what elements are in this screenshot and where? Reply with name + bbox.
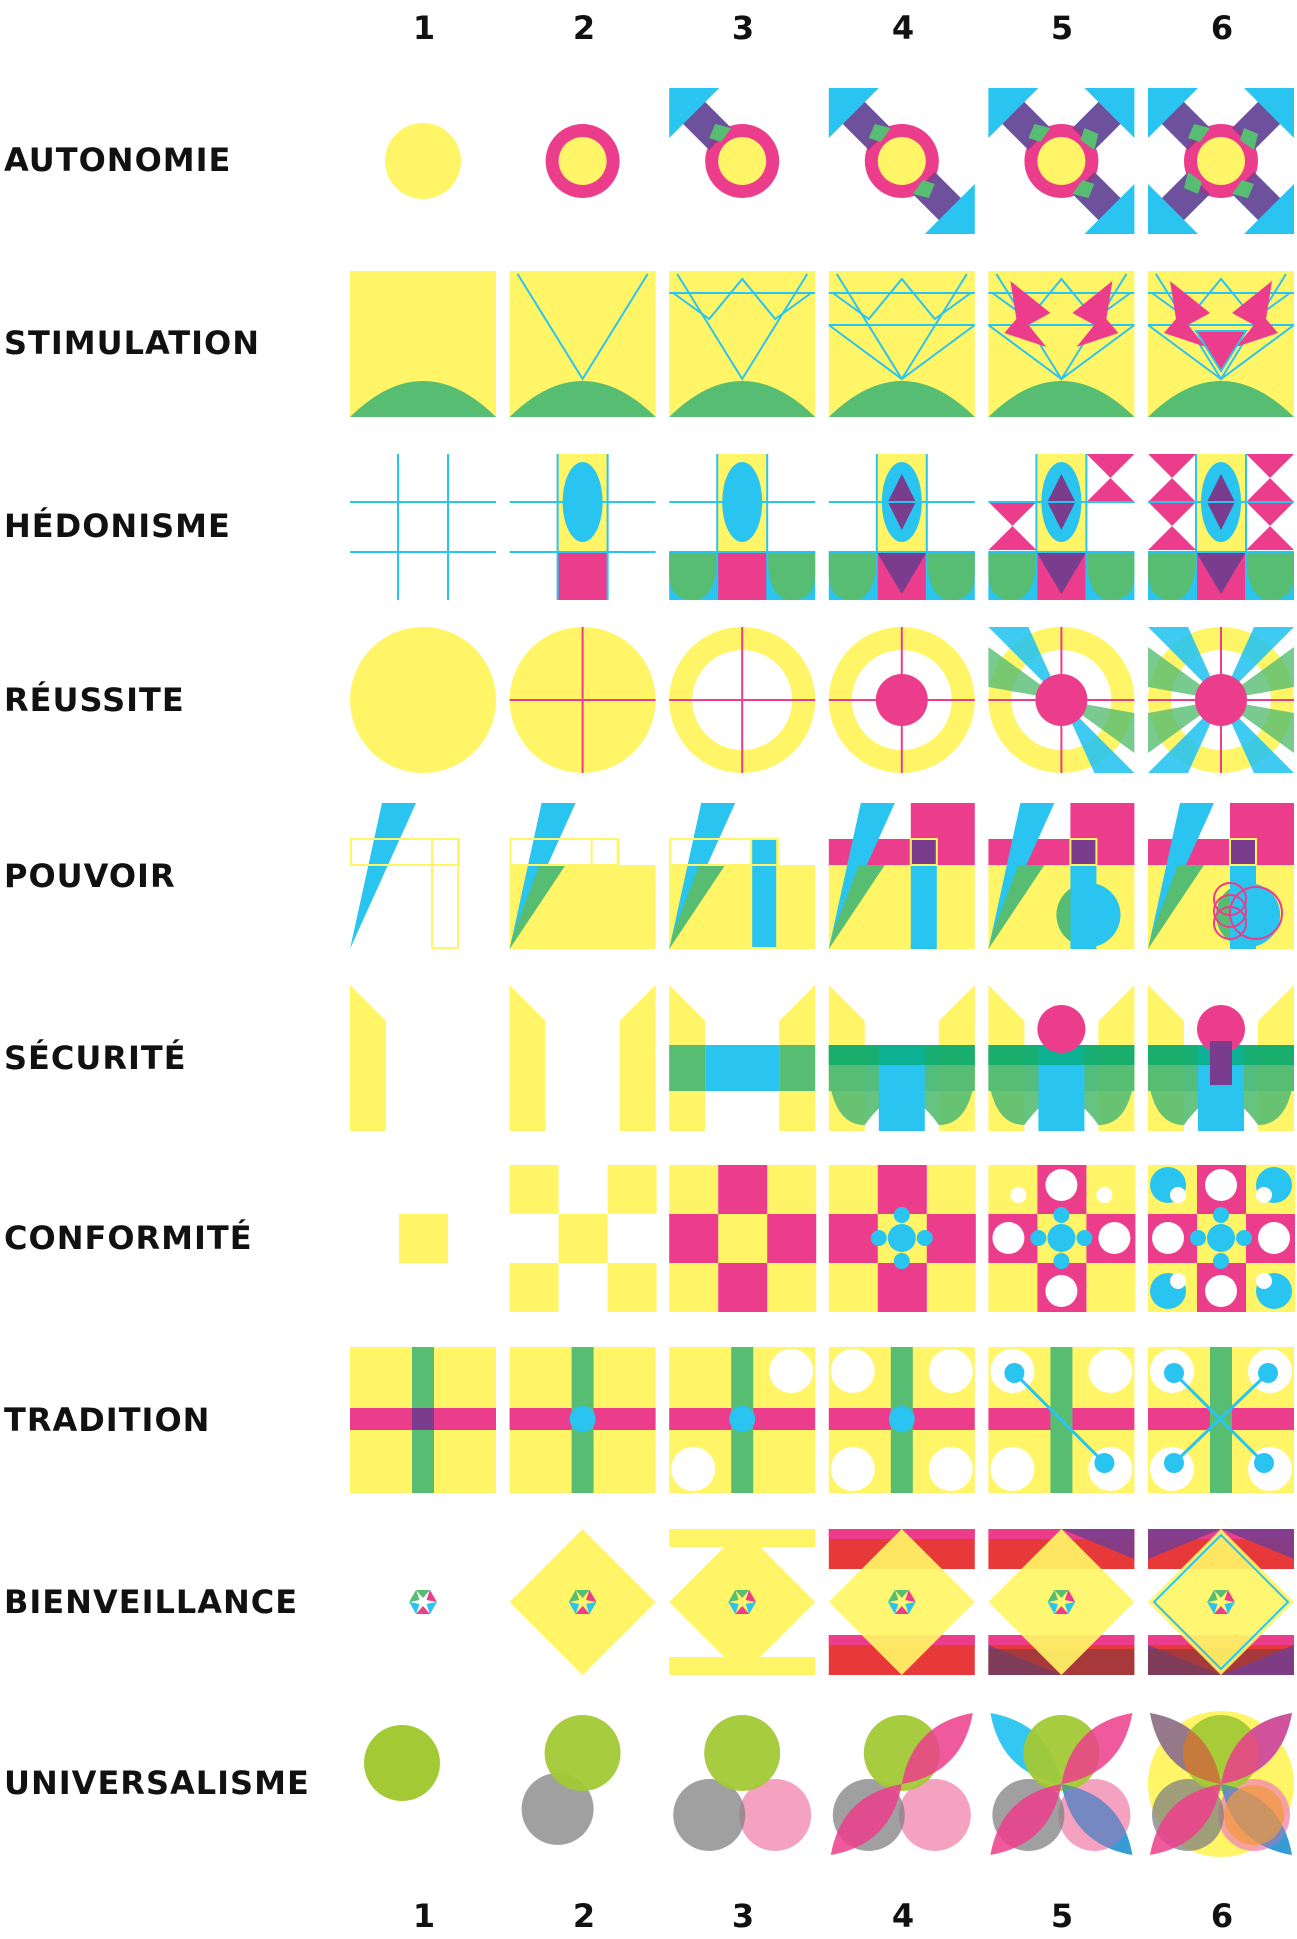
tile-tradition-2 [509, 1347, 656, 1493]
tile-hedonisme-3 [669, 454, 816, 600]
column-header-6: 6 [1211, 9, 1233, 47]
tile-securite-1 [350, 985, 386, 1131]
tile-conformite-5 [988, 1165, 1136, 1312]
tile-pouvoir-1 [350, 803, 460, 949]
tile-conformite-1 [399, 1214, 448, 1263]
tile-reussite-3 [669, 627, 816, 773]
tile-stimulation-6 [1147, 271, 1295, 417]
row-label-tradition: TRADITION [4, 1401, 210, 1439]
tile-securite-6 [1148, 985, 1294, 1131]
tile-conformite-4 [828, 1165, 976, 1312]
tile-stimulation-4 [828, 271, 976, 417]
tile-securite-4 [828, 985, 975, 1131]
column-header-5: 5 [1051, 9, 1073, 47]
tile-stimulation-3 [669, 271, 816, 417]
tile-hedonisme-4 [828, 454, 975, 600]
tile-autonomie-5 [988, 88, 1135, 234]
column-footer-5: 5 [1051, 1897, 1073, 1935]
tile-pouvoir-3 [669, 803, 816, 949]
column-header-3: 3 [732, 9, 754, 47]
column-headers-bottom: 1 2 3 4 5 6 [413, 1897, 1233, 1935]
tile-universalisme-3 [673, 1715, 812, 1851]
tile-universalisme-6 [1148, 1711, 1294, 1857]
row-label-autonomie: AUTONOMIE [4, 141, 231, 179]
tile-stimulation-1 [350, 271, 496, 417]
tile-autonomie-4 [828, 88, 975, 234]
row-labels: AUTONOMIE STIMULATION HÉDONISME RÉUSSITE… [4, 141, 310, 1802]
tile-universalisme-4 [830, 1713, 973, 1855]
tile-hedonisme-2 [509, 454, 656, 600]
tile-bienveillance-3 [669, 1529, 816, 1675]
tile-securite-2 [509, 985, 656, 1131]
row-label-bienveillance: BIENVEILLANCE [4, 1583, 298, 1621]
row-label-reussite: RÉUSSITE [4, 681, 185, 719]
tile-reussite-6 [1148, 627, 1294, 773]
tile-autonomie-6 [1148, 88, 1294, 234]
tile-reussite-2 [509, 627, 656, 773]
tile-bienveillance-1 [403, 1582, 443, 1622]
column-header-1: 1 [413, 9, 435, 47]
column-footer-3: 3 [732, 1897, 754, 1935]
row-label-stimulation: STIMULATION [4, 324, 260, 362]
tile-tradition-5 [988, 1347, 1135, 1493]
tile-universalisme-5 [990, 1713, 1133, 1855]
tile-bienveillance-6 [1148, 1529, 1294, 1675]
tile-tradition-4 [828, 1347, 975, 1493]
column-header-4: 4 [892, 9, 914, 47]
tile-pouvoir-2 [509, 803, 656, 949]
column-footer-1: 1 [413, 1897, 435, 1935]
tile-reussite-4 [828, 627, 975, 773]
column-footer-2: 2 [573, 1897, 595, 1935]
row-label-conformite: CONFORMITÉ [4, 1219, 253, 1257]
tile-tradition-3 [669, 1347, 816, 1493]
tile-securite-5 [988, 985, 1135, 1131]
tile-tradition-6 [1148, 1347, 1294, 1493]
tile-autonomie-3 [669, 88, 780, 198]
tile-conformite-6 [1148, 1165, 1295, 1312]
tile-hedonisme-5 [988, 454, 1135, 600]
tile-conformite-2 [509, 1165, 657, 1312]
tile-pouvoir-5 [988, 803, 1135, 949]
tile-bienveillance-2 [509, 1529, 656, 1675]
row-label-securite: SÉCURITÉ [4, 1039, 187, 1077]
tile-autonomie-1 [385, 123, 461, 199]
tile-universalisme-1 [364, 1725, 440, 1801]
tile-universalisme-2 [521, 1715, 621, 1845]
tile-tradition-1 [350, 1347, 496, 1493]
tile-reussite-5 [988, 627, 1135, 773]
row-label-hedonisme: HÉDONISME [4, 507, 231, 545]
tile-pouvoir-6 [1148, 803, 1294, 949]
column-footer-6: 6 [1211, 1897, 1233, 1935]
column-headers-top: 1 2 3 4 5 6 [413, 9, 1233, 47]
column-header-2: 2 [573, 9, 595, 47]
tile-bienveillance-4 [828, 1529, 975, 1675]
tile-conformite-3 [669, 1165, 817, 1312]
tile-stimulation-5 [987, 271, 1135, 417]
tile-bienveillance-5 [988, 1529, 1135, 1675]
row-label-pouvoir: POUVOIR [4, 857, 176, 895]
tile-pouvoir-4 [828, 803, 975, 949]
tile-autonomie-2 [545, 124, 620, 198]
tile-securite-3 [669, 985, 816, 1131]
column-footer-4: 4 [892, 1897, 914, 1935]
tile-hedonisme-6 [1148, 454, 1294, 600]
symbol-tiles [350, 88, 1295, 1857]
tile-hedonisme-1 [350, 454, 496, 600]
tile-reussite-1 [350, 627, 496, 773]
tile-stimulation-2 [509, 271, 656, 417]
row-label-universalisme: UNIVERSALISME [4, 1764, 310, 1802]
